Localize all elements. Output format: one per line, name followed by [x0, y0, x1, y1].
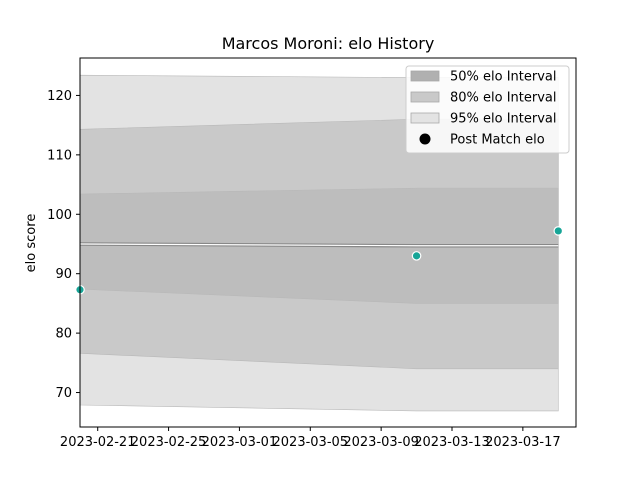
legend-marker	[419, 133, 431, 145]
x-tick-label: 2023-03-13	[414, 435, 490, 450]
y-axis-ticks: 70 80 90 100 110 120	[47, 89, 80, 401]
legend-frame	[405, 65, 570, 154]
post-match-point	[553, 226, 564, 236]
legend-label: 95% elo Interval	[450, 112, 557, 127]
y-tick-label: 110	[47, 148, 72, 163]
chart-title: Marcos Moroni: elo History	[222, 34, 435, 53]
x-axis-ticks: 2023-02-212023-02-252023-03-012023-03-05…	[60, 427, 561, 450]
post-match-point	[411, 251, 422, 261]
x-tick-label: 2023-03-17	[485, 435, 561, 450]
legend-label: 50% elo Interval	[450, 70, 557, 85]
y-tick-label: 70	[55, 386, 72, 401]
y-tick-label: 90	[55, 267, 72, 282]
y-tick-label: 120	[47, 89, 72, 104]
mean-elo-line	[79, 242, 559, 248]
legend-label: Post Match elo	[450, 133, 545, 148]
x-tick-label: 2023-03-09	[343, 435, 419, 450]
y-tick-label: 100	[47, 208, 72, 223]
x-tick-label: 2023-02-21	[60, 435, 136, 450]
legend-swatch	[410, 91, 440, 103]
mean-line	[79, 243, 559, 247]
x-tick-label: 2023-02-25	[131, 435, 207, 450]
legend-swatch	[410, 70, 440, 82]
legend-swatch	[410, 112, 440, 124]
chart-legend: 50% elo Interval 80% elo Interval 95% elo …	[405, 65, 570, 154]
plot-frame	[79, 57, 577, 428]
y-axis-label: elo score	[24, 214, 39, 273]
x-tick-label: 2023-03-01	[202, 435, 278, 450]
y-tick-label: 80	[55, 327, 72, 342]
legend-label: 80% elo Interval	[450, 91, 557, 106]
x-tick-label: 2023-03-05	[273, 435, 349, 450]
